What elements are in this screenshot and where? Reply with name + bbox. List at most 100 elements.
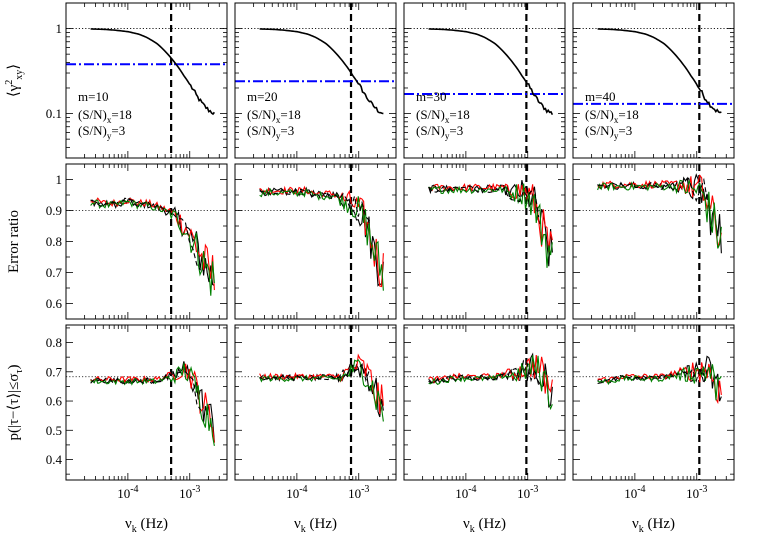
series-green: [597, 364, 722, 401]
y-axis-title-coherence: ⟨γ2xy⟩: [4, 64, 25, 97]
x-tick-label: 10-3: [686, 484, 707, 501]
annotation-sn-y: (S/N)y=3: [416, 123, 463, 141]
series-black: [259, 186, 384, 287]
xlabel-sub: k: [132, 524, 137, 535]
sn-val: =18: [280, 107, 300, 122]
sn-sub: x: [107, 115, 112, 125]
xlabel-unit: (Hz): [644, 516, 675, 532]
sn-val: =18: [111, 107, 131, 122]
panel-r1-c0: 0.6 0.7 0.8 0.9 1: [46, 163, 228, 320]
sn-sub: y: [445, 131, 450, 141]
annotation-sn-y: (S/N)y=3: [247, 123, 294, 141]
series-dashed-black: [428, 185, 540, 218]
panel-r0-c3: m=40(S/N)x=18(S/N)y=3: [572, 2, 735, 159]
ylabel-open: ⟨γ: [6, 84, 22, 97]
sn-sub: y: [614, 131, 619, 141]
sn-text: (S/N): [78, 107, 107, 122]
sn-text: (S/N): [585, 107, 614, 122]
series-red: [259, 185, 384, 288]
series-dashed-black: [428, 359, 540, 386]
x-tick-exp: -4: [299, 484, 307, 495]
y-tick-label: 1: [56, 21, 63, 36]
x-tick-label: 10-4: [624, 484, 645, 501]
sn-text: (S/N): [247, 107, 276, 122]
annotation-m: m=40: [585, 89, 615, 104]
ylabel-sub: xy: [14, 70, 25, 80]
panel-plot-area: [235, 164, 396, 319]
x-tick-base: 10: [686, 486, 699, 501]
panel-frame: [234, 324, 397, 481]
series-red: [90, 363, 215, 443]
y-tick-label: 0.5: [46, 423, 62, 438]
sn-text: (S/N): [416, 107, 445, 122]
y-tick-label: 0.1: [46, 106, 62, 121]
panel-r2-c0: 0.40.50.60.70.810-4 10-3νk (Hz): [46, 324, 228, 535]
panel-plot-area: [235, 325, 396, 480]
series-green: [428, 355, 553, 411]
x-tick-label: 10-4: [117, 484, 138, 501]
series-red: [259, 353, 384, 414]
coherence-curve: [90, 28, 215, 116]
panel-frame: [403, 324, 566, 481]
sn-val: =3: [449, 123, 463, 138]
sn-text: (S/N): [247, 123, 276, 138]
annotation-m: m=10: [78, 89, 108, 104]
panel-r0-c0: 0.1 1 m=10 (S/N)x=18(S/N)y=3: [46, 2, 228, 159]
sn-val: =3: [618, 123, 632, 138]
x-axis-title: νk (Hz): [125, 516, 168, 535]
sn-val: =3: [280, 123, 294, 138]
x-tick-label: 10-3: [517, 484, 538, 501]
sn-sub: x: [614, 115, 619, 125]
x-tick-base: 10: [455, 486, 468, 501]
plot-layer: 0.11m=10(S/N)x=18(S/N)y=3m=20(S/N)x=18(S…: [4, 2, 735, 535]
annotation-sn-y: (S/N)y=3: [585, 123, 632, 141]
xlabel-sub: k: [301, 524, 306, 535]
panel-plot-area: [66, 3, 227, 158]
y-tick-label: 0.9: [46, 203, 62, 218]
ylabel-main: p(|τ−⟨τ⟩|≤σ: [6, 373, 22, 440]
x-tick-exp: -3: [361, 484, 369, 495]
xlabel-sub: k: [639, 524, 644, 535]
series-dashed-black: [259, 360, 371, 383]
coherence-curve: [428, 28, 554, 116]
series-black: [90, 197, 215, 286]
xlabel-unit: (Hz): [306, 516, 337, 532]
x-tick-exp: -3: [530, 484, 538, 495]
series-dashed-black: [90, 197, 202, 271]
xlabel-unit: (Hz): [137, 516, 168, 532]
annotation-sn-x: (S/N)x=18: [585, 107, 639, 125]
x-axis-title: νk (Hz): [294, 516, 337, 535]
sn-sub: x: [445, 115, 450, 125]
x-tick-label: 10-4: [286, 484, 307, 501]
series-green: [428, 183, 553, 268]
x-tick-base: 10: [117, 486, 130, 501]
panel-plot-area: [573, 3, 734, 158]
x-axis-title: νk (Hz): [632, 516, 675, 535]
xlabel-symbol: ν: [125, 516, 132, 532]
ylabel-close: ⟩: [6, 64, 22, 70]
xlabel-symbol: ν: [463, 516, 470, 532]
annotation-sn-x: (S/N)x=18: [247, 107, 301, 125]
panel-plot-area: [573, 164, 734, 319]
series-red: [428, 182, 553, 253]
panel-r2-c1: 10-4 10 -3 νk (Hz): [234, 324, 397, 535]
y-tick-label: 0.6: [46, 296, 63, 311]
x-tick-exp: -3: [192, 484, 200, 495]
sn-text: (S/N): [585, 123, 614, 138]
annotation-m: m=20: [247, 89, 277, 104]
ylabel-sup: 2: [4, 80, 15, 85]
annotation-sn-y: (S/N)y=3: [78, 123, 125, 141]
x-tick-base: 10: [286, 486, 299, 501]
sn-val: =18: [618, 107, 638, 122]
x-tick-base: 10: [517, 486, 530, 501]
series-green: [259, 187, 384, 291]
y-tick-label: 0.7: [46, 265, 63, 280]
panel-plot-area: [404, 164, 565, 319]
x-tick-exp: -4: [637, 484, 645, 495]
annotation-sn-x: (S/N)x=18: [416, 107, 470, 125]
panel-plot-area: [404, 325, 565, 480]
xlabel-unit: (Hz): [475, 516, 506, 532]
sn-text: (S/N): [78, 123, 107, 138]
annotation-m: m=30: [416, 89, 446, 104]
panel-frame: [65, 163, 228, 320]
